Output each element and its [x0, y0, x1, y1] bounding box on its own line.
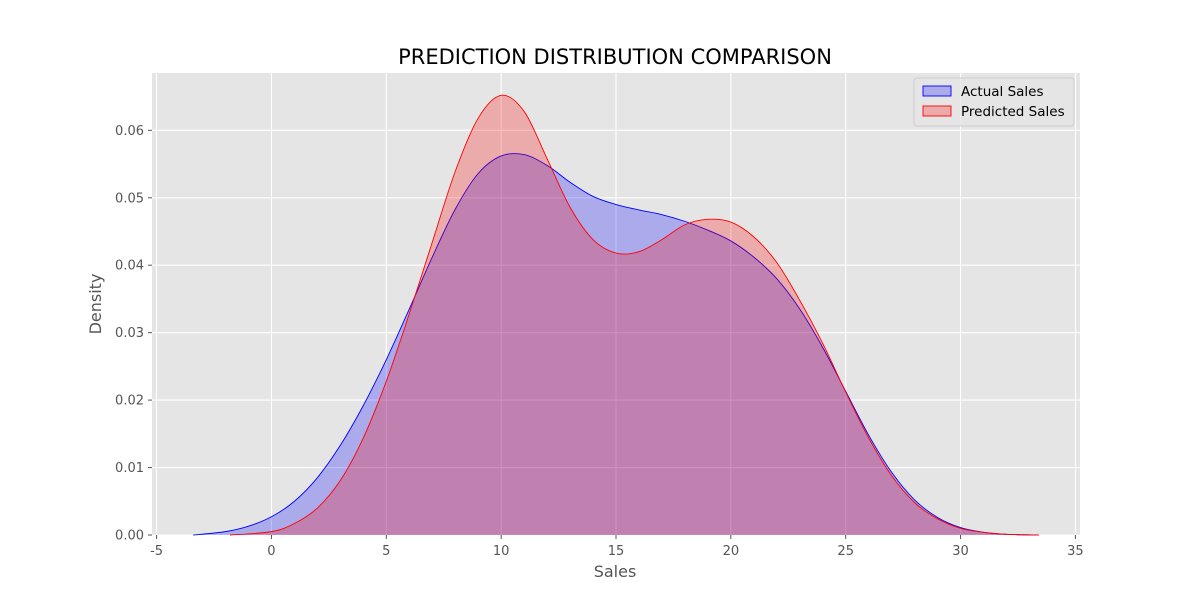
- legend-frame: [913, 77, 1075, 127]
- y-tick-label: 0.00: [115, 529, 144, 544]
- legend-swatch-predicted-sales: [922, 105, 952, 117]
- series-area-actual-sales: [193, 153, 1039, 536]
- series-layer: [193, 94, 1039, 536]
- series-line-predicted-sales: [230, 94, 1039, 536]
- legend-label-predicted-sales: Predicted Sales: [961, 104, 1065, 120]
- legend-swatch-actual-sales: [922, 85, 952, 97]
- x-tick-label: 30: [952, 544, 969, 559]
- y-tick-label: 0.01: [115, 461, 144, 476]
- x-axis-label: Sales: [594, 562, 637, 581]
- y-tick-label: 0.05: [115, 191, 144, 206]
- legend: Actual Sales Predicted Sales: [913, 77, 1075, 127]
- y-tick-label: 0.02: [115, 394, 144, 409]
- chart-title: PREDICTION DISTRIBUTION COMPARISON: [398, 45, 832, 69]
- y-tick-label: 0.04: [115, 259, 144, 274]
- legend-label-actual-sales: Actual Sales: [961, 84, 1044, 100]
- y-tick-label: 0.03: [115, 326, 144, 341]
- y-axis-label: Density: [86, 274, 105, 335]
- y-tick-label: 0.06: [115, 124, 144, 139]
- series-area-predicted-sales: [230, 95, 1039, 535]
- x-tick-label: 35: [1067, 544, 1084, 559]
- x-tick-label: 5: [382, 544, 390, 559]
- x-tick-label: 25: [837, 544, 854, 559]
- x-tick-label: 15: [608, 544, 625, 559]
- axes-layer: -5 0 5 10 15 20 25 30 35 0.00 0.01 0.02 0.03 0.04 0.05…: [115, 124, 1084, 559]
- x-tick-label: 0: [267, 544, 275, 559]
- x-tick-label: 10: [493, 544, 510, 559]
- x-tick-label: 20: [723, 544, 740, 559]
- series-line-actual-sales: [193, 153, 1039, 536]
- x-tick-label: -5: [150, 544, 163, 559]
